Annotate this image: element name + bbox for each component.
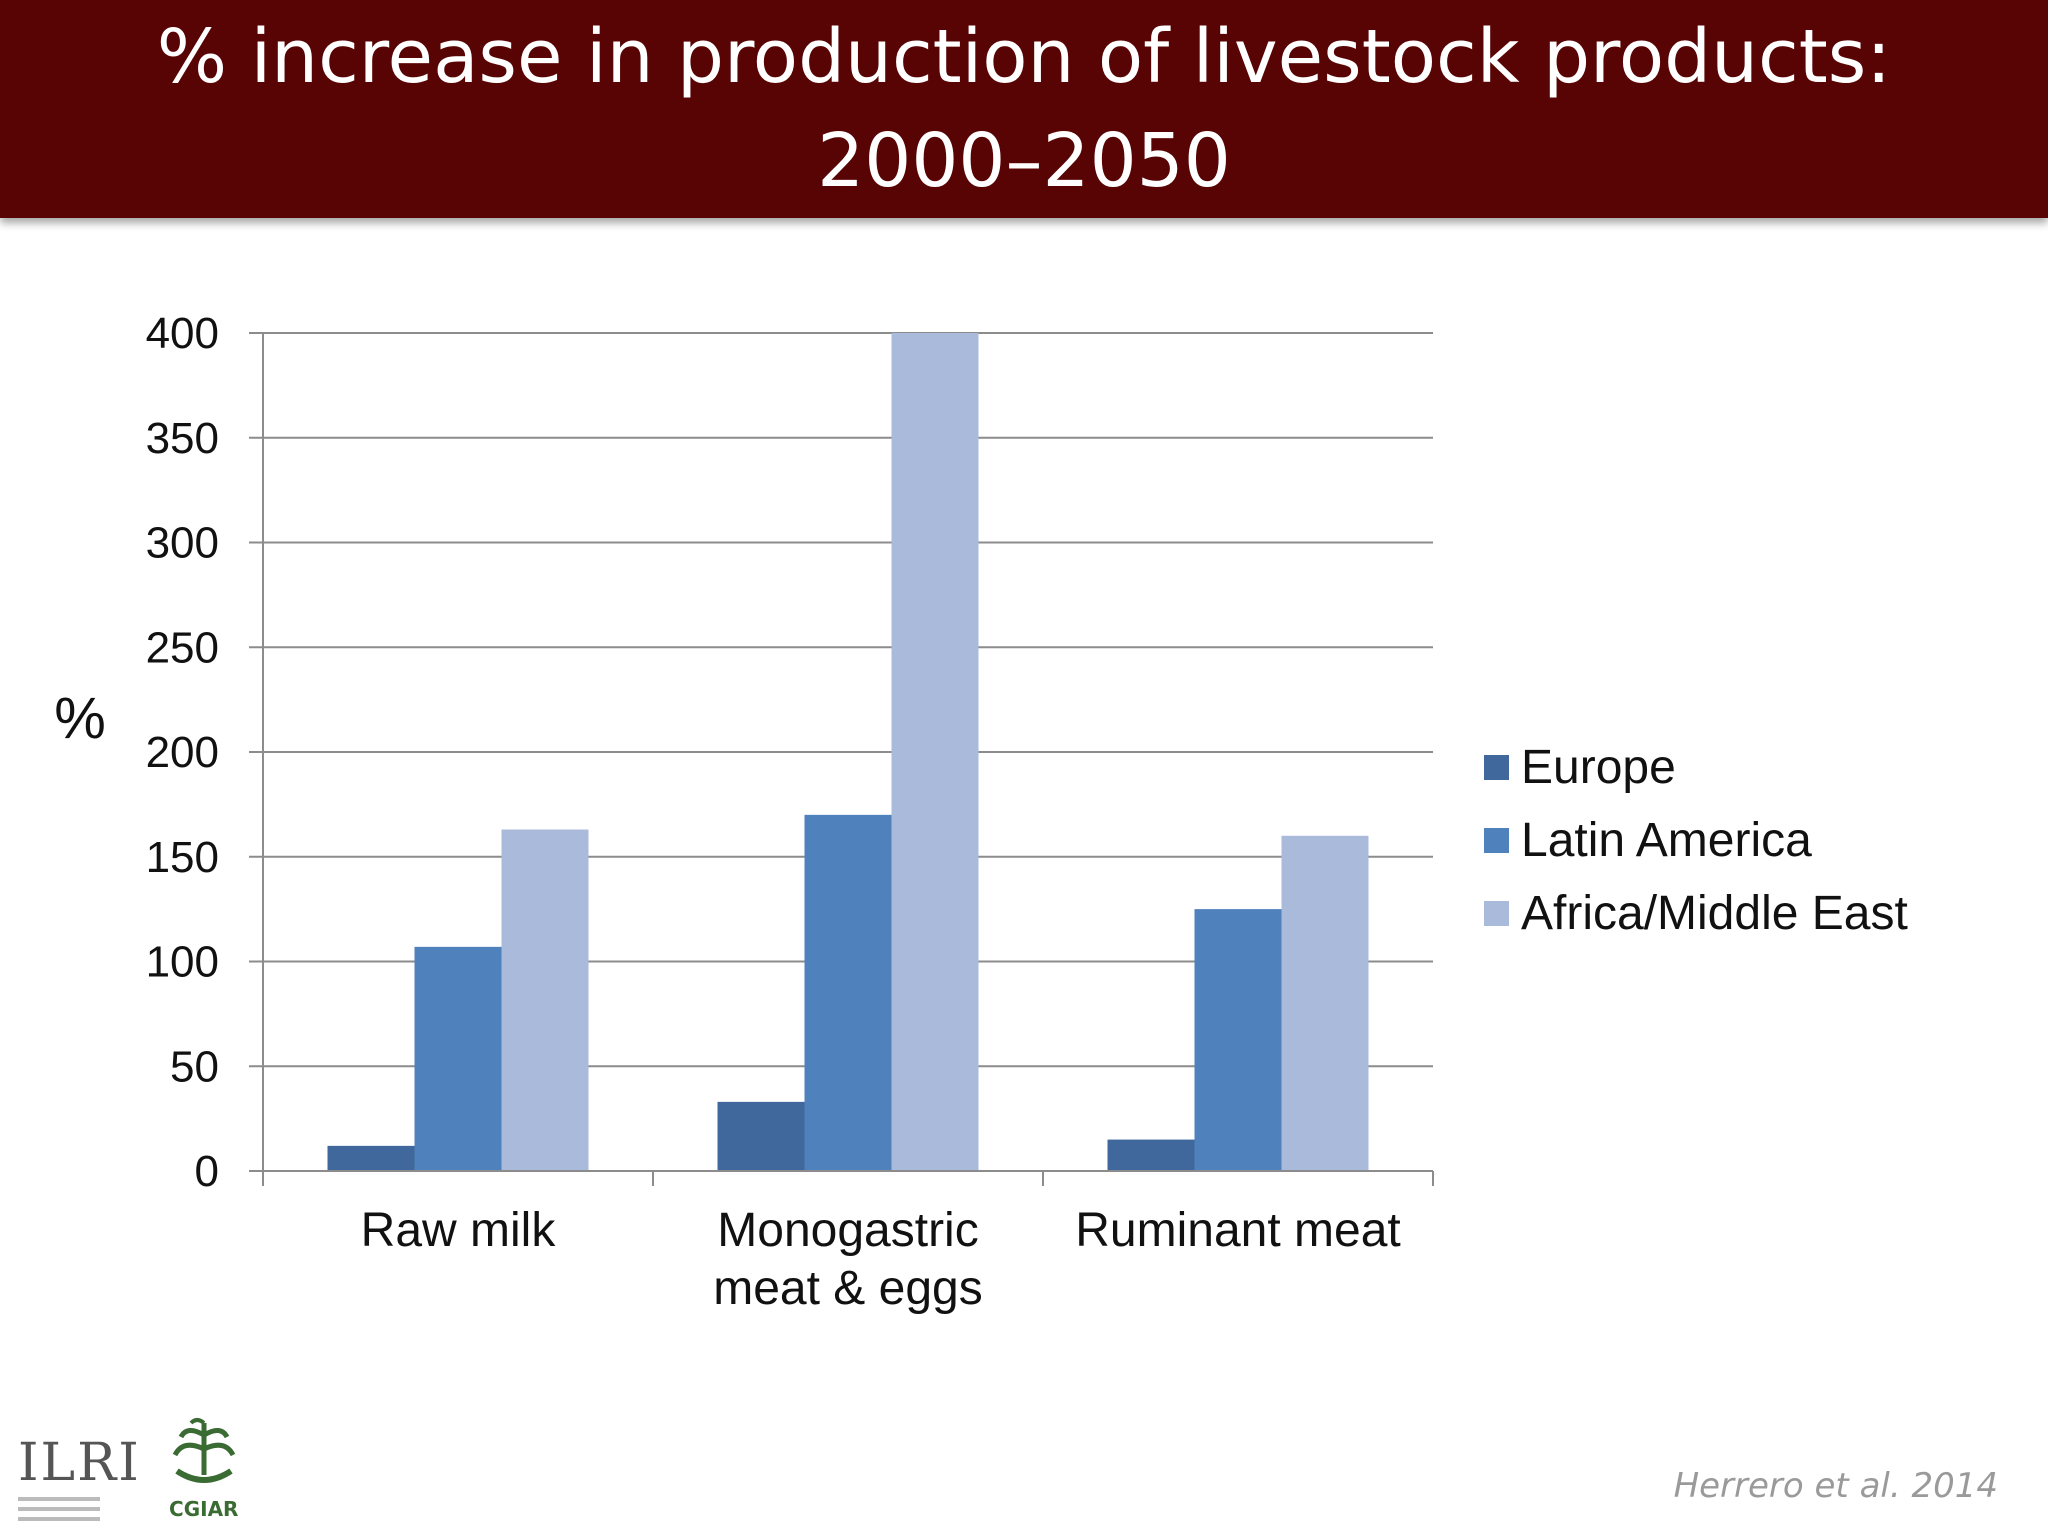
bar-africa-middle-east xyxy=(1281,835,1369,1171)
y-tick-label: 400 xyxy=(146,309,219,358)
category-label: Monogastric xyxy=(717,1204,978,1257)
y-tick-label: 250 xyxy=(146,623,219,672)
legend: Europe Latin America Africa/Middle East xyxy=(1484,741,1908,940)
ilri-logo: ILRI xyxy=(18,1435,141,1521)
category-label: Ruminant meat xyxy=(1075,1204,1400,1257)
citation: Herrero et al. 2014 xyxy=(1673,1466,1998,1506)
slide-title-line-1: % increase in production of livestock pr… xyxy=(156,14,1892,100)
bar-latin-america xyxy=(1194,909,1282,1171)
bar-europe xyxy=(327,1145,415,1171)
legend-swatch xyxy=(1484,901,1509,926)
bar-latin-america xyxy=(804,814,892,1171)
y-tick-label: 200 xyxy=(146,728,219,777)
axes xyxy=(262,333,1434,1186)
ilri-logo-text: ILRI xyxy=(18,1433,141,1493)
cgiar-logo: CGIAR xyxy=(167,1415,241,1521)
y-axis-label: % xyxy=(54,686,106,751)
logos: ILRI CGIAR xyxy=(18,1415,241,1521)
y-tick-label: 0 xyxy=(195,1147,219,1196)
category-label: meat & eggs xyxy=(713,1262,982,1315)
bar-latin-america xyxy=(414,946,502,1171)
ilri-logo-subline xyxy=(18,1497,100,1501)
y-tick-label: 300 xyxy=(146,519,219,568)
y-tick-label: 100 xyxy=(146,938,219,987)
bars xyxy=(327,333,1369,1171)
y-axis-ticks: 0 50 100 150 200 250 300 350 400 xyxy=(146,309,263,1196)
cgiar-logo-text: CGIAR xyxy=(169,1497,239,1521)
slide-title-line-2: 2000–2050 xyxy=(817,118,1231,204)
y-tick-label: 350 xyxy=(146,414,219,463)
ilri-logo-subline xyxy=(18,1517,100,1521)
bar-africa-middle-east xyxy=(891,333,979,1171)
y-tick-label: 150 xyxy=(146,833,219,882)
bar-europe xyxy=(1107,1139,1195,1171)
legend-label: Africa/Middle East xyxy=(1521,887,1908,940)
bar-europe xyxy=(717,1101,805,1171)
legend-label: Latin America xyxy=(1521,814,1812,867)
category-label: Raw milk xyxy=(361,1204,557,1257)
y-tick-label: 50 xyxy=(170,1042,219,1091)
bar-chart: 0 50 100 150 200 250 300 350 400 Raw milk Monogas… xyxy=(54,309,1908,1315)
bar-africa-middle-east xyxy=(501,829,589,1171)
legend-label: Europe xyxy=(1521,741,1676,794)
legend-swatch xyxy=(1484,828,1509,853)
legend-swatch xyxy=(1484,755,1509,780)
ilri-logo-subline xyxy=(18,1507,100,1511)
title-bar: % increase in production of livestock pr… xyxy=(0,0,2048,218)
cgiar-plant-icon xyxy=(172,1418,236,1483)
